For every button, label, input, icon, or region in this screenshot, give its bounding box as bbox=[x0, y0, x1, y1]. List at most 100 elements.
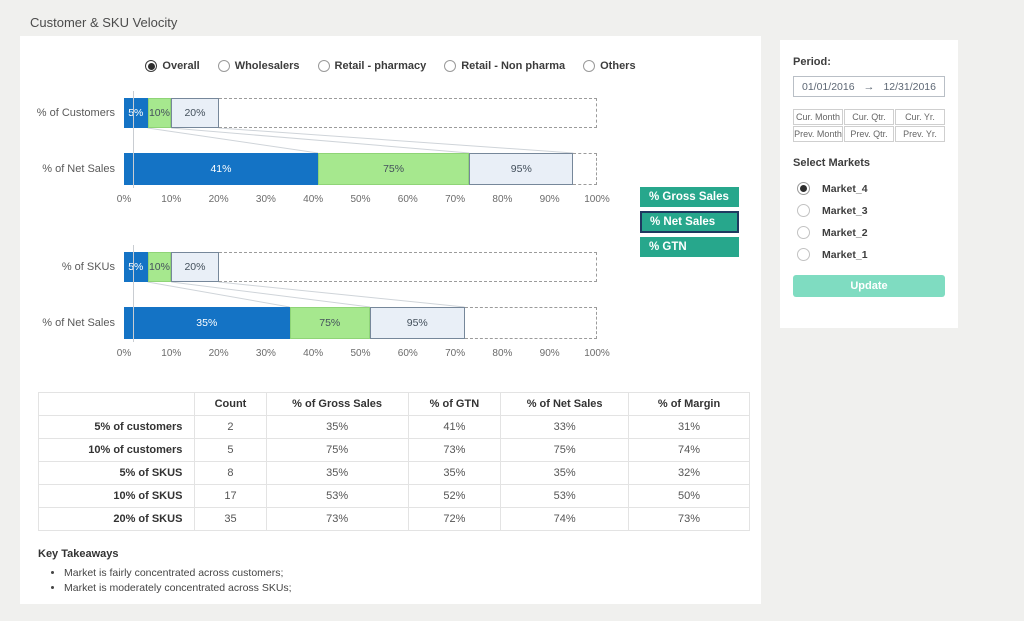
period-button-cur-month[interactable]: Cur. Month bbox=[793, 109, 843, 125]
segment-filter-label: Overall bbox=[162, 60, 200, 72]
y-axis-line bbox=[133, 91, 134, 188]
measure-button-group: % Gross Sales % Net Sales % GTN bbox=[640, 187, 739, 257]
bar-segment-of-net-sales-95[interactable]: 95% bbox=[469, 153, 574, 185]
radio-icon bbox=[797, 248, 810, 261]
table-cell: 35 bbox=[194, 507, 267, 531]
x-axis-tick: 30% bbox=[255, 194, 276, 205]
key-takeaways-list: Market is fairly concentrated across cus… bbox=[64, 567, 292, 594]
update-button[interactable]: Update bbox=[793, 275, 945, 297]
dashboard-card: Overall Wholesalers Retail - pharmacy Retai… bbox=[20, 36, 761, 604]
segment-filter-retail-pharmacy[interactable]: Retail - pharmacy bbox=[317, 60, 427, 72]
table-cell: 5% of SKUS bbox=[37, 461, 196, 485]
table-cell: 73% bbox=[407, 438, 502, 462]
radio-dot-icon bbox=[800, 207, 807, 214]
table-cell: 53% bbox=[500, 484, 630, 508]
bar-segment-of-net-sales-75[interactable]: 75% bbox=[289, 307, 370, 339]
x-axis-tick: 50% bbox=[350, 194, 371, 205]
segment-filter-label: Others bbox=[600, 60, 636, 72]
period-range-input[interactable]: 01/01/2016 → 12/31/2016 bbox=[793, 76, 945, 97]
measure-button-gtn[interactable]: % GTN bbox=[640, 237, 739, 257]
x-axis: 0% 10% 20% 30% 40% 50% 60% 70% 80% 90% 100% bbox=[117, 339, 610, 363]
bar-track-of-skus: 5% 10% 20% bbox=[124, 252, 597, 282]
measure-button-gross-sales[interactable]: % Gross Sales bbox=[640, 187, 739, 207]
funnel-connector-lines bbox=[147, 128, 574, 153]
market-option-market-3[interactable]: Market_3 bbox=[793, 204, 945, 217]
period-label: Period: bbox=[793, 56, 831, 68]
table-header-cell: % of Gross Sales bbox=[265, 392, 409, 416]
radio-icon bbox=[797, 226, 810, 239]
radio-icon bbox=[797, 204, 810, 217]
market-option-market-4[interactable]: Market_4 bbox=[793, 182, 945, 195]
select-markets-label: Select Markets bbox=[793, 157, 871, 169]
period-button-prev-yr[interactable]: Prev. Yr. bbox=[895, 126, 945, 142]
bar-track-of-net-sales: 35% 75% 95% bbox=[124, 307, 597, 339]
bar-row-label: % of Net Sales bbox=[42, 317, 115, 329]
bar-segment-of-net-sales-75[interactable]: 75% bbox=[317, 153, 470, 185]
radio-dot-icon bbox=[320, 63, 327, 70]
bar-segment-of-net-sales-95[interactable]: 95% bbox=[369, 307, 465, 339]
bar-segment-of-customers-10[interactable]: 10% bbox=[147, 98, 172, 128]
table-cell: 74% bbox=[500, 507, 630, 531]
x-axis-tick: 90% bbox=[539, 348, 560, 359]
period-button-cur-yr[interactable]: Cur. Yr. bbox=[895, 109, 945, 125]
bar-track-of-customers: 5% 10% 20% bbox=[124, 98, 597, 128]
market-option-label: Market_1 bbox=[822, 248, 868, 261]
x-axis-tick: 0% bbox=[116, 348, 132, 359]
table-cell: 73% bbox=[265, 507, 409, 531]
table-cell: 41% bbox=[407, 415, 502, 439]
radio-icon bbox=[217, 60, 230, 72]
radio-dot-icon bbox=[800, 251, 807, 258]
segment-filter-wholesalers[interactable]: Wholesalers bbox=[217, 60, 300, 72]
radio-dot-icon bbox=[220, 63, 227, 70]
table-header-cell: % of Margin bbox=[628, 392, 750, 416]
bar-segment-of-skus-5[interactable]: 5% bbox=[124, 252, 148, 282]
segment-filter-retail-non-pharma[interactable]: Retail - Non pharma bbox=[444, 60, 565, 72]
segment-filter-label: Retail - Non pharma bbox=[461, 60, 566, 72]
bar-segment-of-net-sales-41[interactable]: 41% bbox=[124, 153, 318, 185]
period-start-input[interactable]: 01/01/2016 bbox=[802, 80, 855, 93]
takeaway-item: Market is fairly concentrated across cus… bbox=[64, 567, 292, 579]
table-cell: 75% bbox=[265, 438, 409, 462]
table-cell: 31% bbox=[628, 415, 750, 439]
table-cell: 8 bbox=[194, 461, 267, 485]
period-end-input[interactable]: 12/31/2016 bbox=[883, 80, 936, 93]
remainder-region bbox=[218, 98, 597, 128]
period-button-prev-month[interactable]: Prev. Month bbox=[793, 126, 843, 142]
table-cell: 33% bbox=[500, 415, 630, 439]
radio-icon bbox=[145, 60, 158, 72]
table-row: 10% of SKUS 17 53% 52% 53% 50% bbox=[37, 484, 750, 508]
table-header-cell bbox=[37, 392, 196, 416]
radio-dot-icon bbox=[147, 62, 155, 70]
measure-button-net-sales[interactable]: % Net Sales bbox=[640, 211, 739, 233]
segment-filter-overall[interactable]: Overall bbox=[145, 60, 200, 72]
bar-segment-of-skus-20[interactable]: 20% bbox=[171, 252, 219, 282]
table-row: 5% of SKUS 8 35% 35% 35% 32% bbox=[37, 461, 750, 485]
bar-row-label: % of Customers bbox=[36, 107, 115, 119]
bar-segment-of-customers-5[interactable]: 5% bbox=[124, 98, 148, 128]
table-header-cell: Count bbox=[194, 392, 267, 416]
radio-dot-icon bbox=[447, 63, 454, 70]
table-cell: 75% bbox=[500, 438, 630, 462]
table-cell: 35% bbox=[265, 461, 409, 485]
bar-segment-of-net-sales-35[interactable]: 35% bbox=[124, 307, 290, 339]
x-axis-tick: 40% bbox=[303, 194, 324, 205]
table-cell: 2 bbox=[194, 415, 267, 439]
market-option-market-2[interactable]: Market_2 bbox=[793, 226, 945, 239]
x-axis-tick: 20% bbox=[208, 194, 229, 205]
x-axis-tick: 10% bbox=[161, 348, 182, 359]
period-button-prev-qtr[interactable]: Prev. Qtr. bbox=[844, 126, 894, 142]
segment-filter-label: Retail - pharmacy bbox=[334, 60, 427, 72]
bar-segment-of-skus-10[interactable]: 10% bbox=[147, 252, 172, 282]
table-cell: 10% of SKUS bbox=[37, 484, 196, 508]
market-option-market-1[interactable]: Market_1 bbox=[793, 248, 945, 261]
table-cell: 5% of customers bbox=[37, 415, 196, 439]
x-axis-tick: 100% bbox=[584, 348, 610, 359]
table-cell: 5 bbox=[194, 438, 267, 462]
table-cell: 35% bbox=[500, 461, 630, 485]
market-option-label: Market_4 bbox=[822, 182, 868, 195]
bar-segment-of-customers-20[interactable]: 20% bbox=[171, 98, 219, 128]
segment-filter-others[interactable]: Others bbox=[583, 60, 636, 72]
market-radio-group: Market_4 Market_3 Market_2 Market_1 bbox=[793, 182, 945, 261]
period-button-cur-qtr[interactable]: Cur. Qtr. bbox=[844, 109, 894, 125]
market-option-label: Market_2 bbox=[822, 226, 868, 239]
